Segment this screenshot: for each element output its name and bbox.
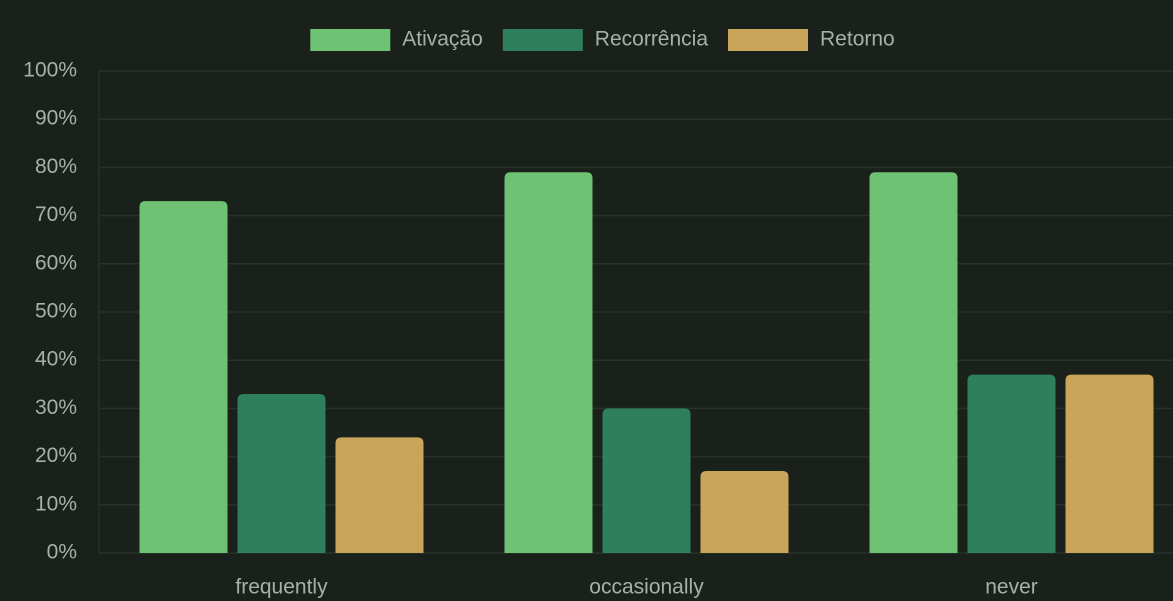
- y-tick-label: 0%: [47, 541, 77, 564]
- x-tick-label: never: [985, 576, 1038, 599]
- bar: [237, 393, 326, 553]
- legend-swatch: [728, 29, 809, 51]
- y-tick-label: 10%: [35, 492, 77, 515]
- bar: [139, 201, 228, 553]
- legend-label: Retorno: [820, 28, 895, 51]
- bar: [1065, 374, 1154, 553]
- bar: [504, 172, 593, 553]
- bar: [967, 374, 1056, 553]
- legend-label: Ativação: [402, 28, 483, 51]
- bar: [602, 408, 691, 553]
- y-tick-label: 80%: [35, 155, 77, 178]
- legend-swatch: [310, 29, 391, 51]
- bar: [700, 471, 789, 553]
- x-tick-label: frequently: [235, 576, 328, 599]
- legend-label: Recorrência: [595, 28, 709, 51]
- bar: [869, 172, 958, 553]
- y-tick-label: 90%: [35, 107, 77, 130]
- bar: [335, 437, 424, 553]
- x-tick-label: occasionally: [589, 576, 704, 599]
- y-tick-label: 40%: [35, 348, 77, 371]
- y-tick-label: 50%: [35, 300, 77, 323]
- y-tick-label: 20%: [35, 444, 77, 467]
- legend-swatch: [502, 29, 583, 51]
- y-tick-label: 60%: [35, 251, 77, 274]
- y-tick-label: 100%: [23, 59, 77, 82]
- y-tick-label: 70%: [35, 203, 77, 226]
- y-tick-label: 30%: [35, 396, 77, 419]
